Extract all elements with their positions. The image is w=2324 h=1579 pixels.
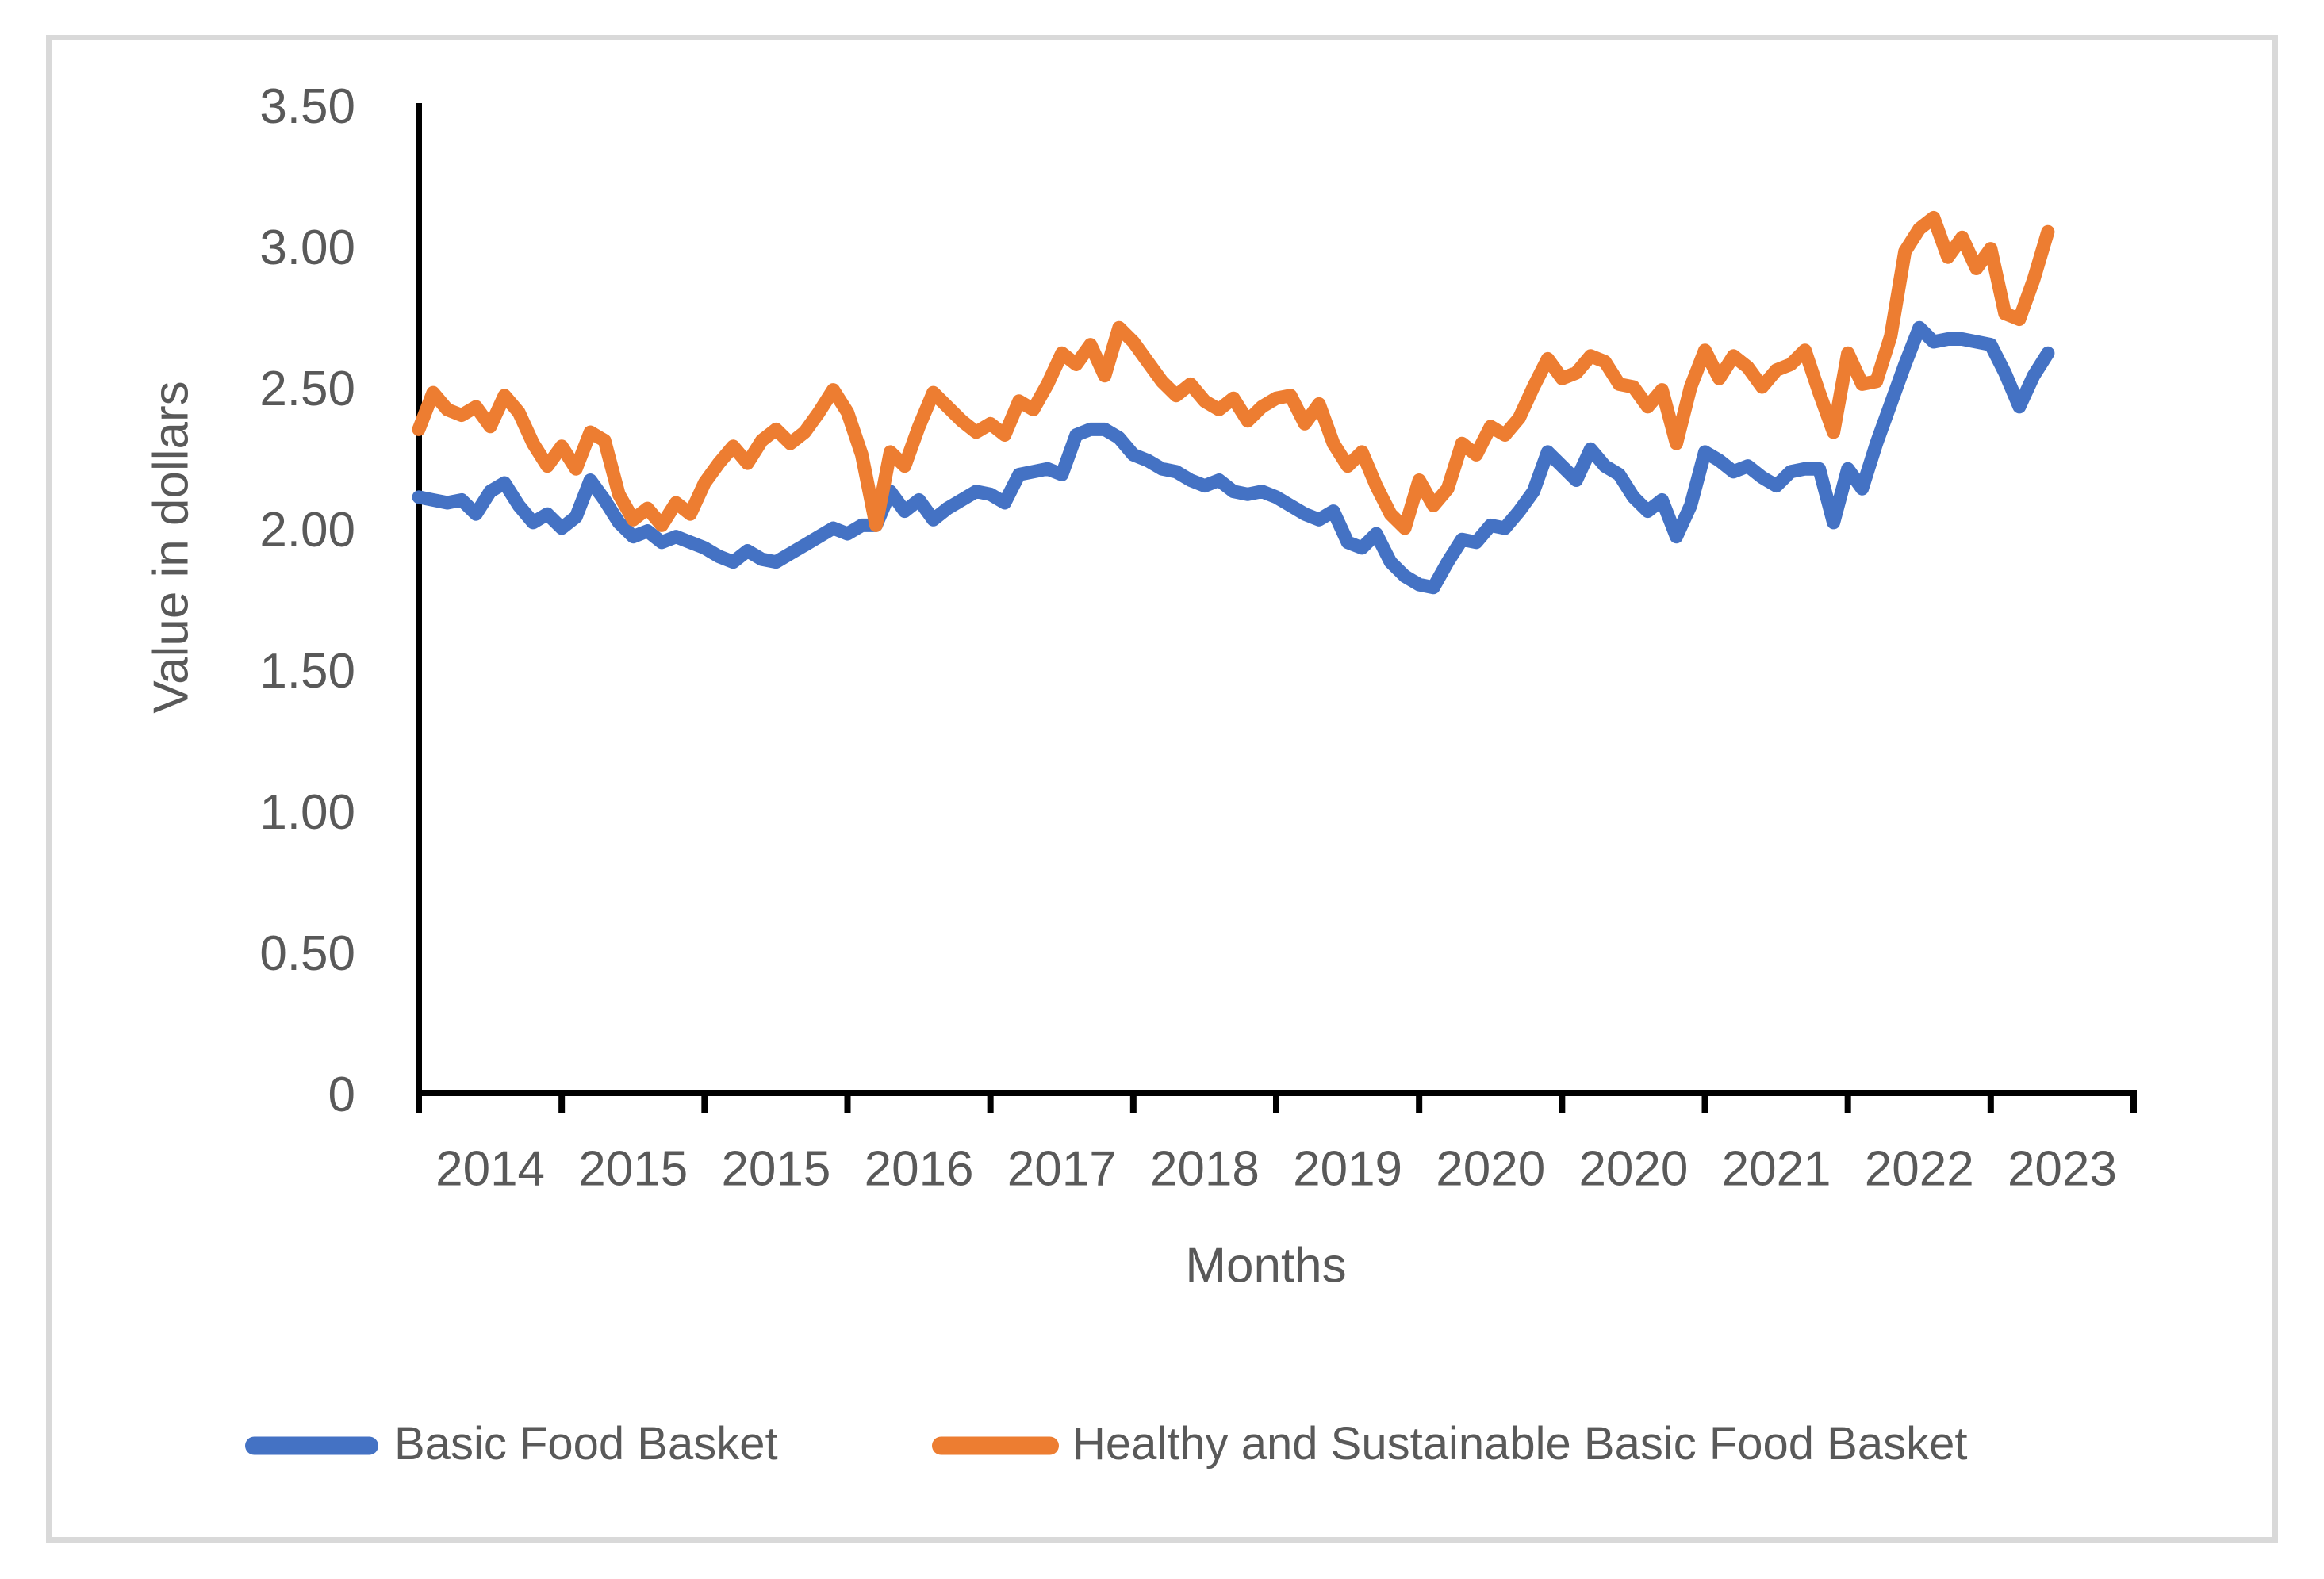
y-tick-label: 1.50 — [259, 644, 355, 699]
chart-card — [46, 35, 2278, 1543]
y-tick-label: 0 — [328, 1067, 355, 1123]
x-tick-label: 2014 — [435, 1141, 546, 1197]
x-tick-label: 2023 — [2007, 1141, 2117, 1197]
x-axis-title: Months — [1185, 1238, 1347, 1293]
y-axis-title: Value in dollars — [144, 381, 199, 714]
y-tick-label: 1.00 — [259, 785, 355, 841]
x-tick-label: 2018 — [1149, 1141, 1260, 1197]
legend-marker-basic-food-basket — [245, 1436, 378, 1455]
x-tick-label: 2017 — [1007, 1141, 1117, 1197]
y-tick-label: 3.00 — [259, 220, 355, 276]
y-tick-label: 2.00 — [259, 503, 355, 558]
x-tick-label: 2021 — [1721, 1141, 1831, 1197]
y-tick-label: 0.50 — [259, 926, 355, 982]
y-tick-label: 2.50 — [259, 362, 355, 417]
x-tick-label: 2020 — [1436, 1141, 1546, 1197]
x-tick-label: 2020 — [1578, 1141, 1689, 1197]
x-tick-label: 2015 — [578, 1141, 688, 1197]
x-tick-label: 2019 — [1293, 1141, 1403, 1197]
y-tick-label: 3.50 — [259, 79, 355, 135]
legend-label-healthy-sustainable-basket: Healthy and Sustainable Basic Food Baske… — [1072, 1417, 1968, 1470]
x-tick-label: 2016 — [864, 1141, 974, 1197]
legend-marker-healthy-sustainable-basket — [932, 1436, 1059, 1455]
x-tick-label: 2015 — [721, 1141, 831, 1197]
legend-label-basic-food-basket: Basic Food Basket — [394, 1417, 778, 1470]
x-tick-label: 2022 — [1864, 1141, 1974, 1197]
